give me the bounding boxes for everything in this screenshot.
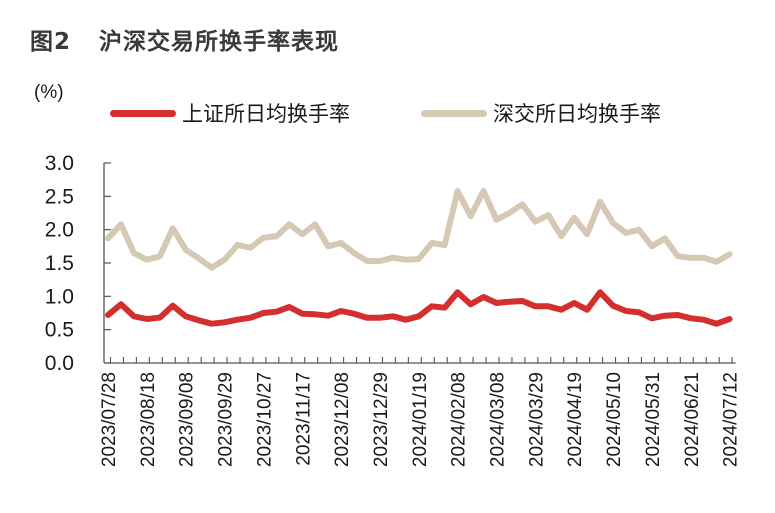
y-tick-label: 0.5	[45, 319, 74, 342]
legend-label-shenzhen: 深交所日均换手率	[493, 102, 661, 126]
plot-area	[105, 188, 733, 327]
x-tick-label: 2023/08/18	[138, 372, 159, 467]
y-tick-label: 2.5	[45, 185, 74, 208]
legend-swatch-shenzhen	[421, 109, 487, 117]
x-tick-label: 2024/05/31	[643, 372, 664, 467]
legend-item-shenzhen: 深交所日均换手率	[421, 98, 661, 128]
x-tick-label: 2024/07/12	[721, 372, 742, 467]
x-tick-label: 2023/12/29	[371, 372, 392, 467]
figure-number: 图2	[30, 29, 72, 55]
y-tick-label: 0.0	[45, 352, 74, 375]
x-tick-label: 2023/09/29	[216, 372, 237, 467]
y-tick-label: 1.5	[45, 252, 74, 275]
x-tick-label: 2024/05/10	[604, 372, 625, 467]
series-line-shenzhen	[105, 188, 733, 271]
y-axis-unit: (%)	[34, 82, 64, 103]
x-tick-label: 2023/09/08	[177, 372, 198, 467]
x-tick-label: 2024/03/08	[488, 372, 509, 467]
x-tick-label: 2024/02/08	[449, 372, 470, 467]
x-tick-label: 2024/03/29	[526, 372, 547, 467]
legend-label-shanghai: 上证所日均换手率	[182, 102, 350, 126]
legend-swatch-shanghai	[110, 109, 176, 117]
x-tick-label: 2023/12/08	[332, 372, 353, 467]
y-axis: 0.0 0.5 1.0 1.5 2.0 2.5 3.0	[45, 152, 111, 375]
x-tick-label: 2024/01/19	[410, 372, 431, 467]
x-tick-label: 2024/06/21	[682, 372, 703, 467]
x-tick-label: 2023/11/17	[293, 372, 314, 466]
x-tick-label: 2023/10/27	[254, 372, 275, 467]
figure-title-text: 沪深交易所换手率表现	[99, 29, 340, 55]
legend-item-shanghai: 上证所日均换手率	[110, 98, 350, 128]
chart-title: 图2 沪深交易所换手率表现	[30, 22, 339, 56]
y-tick-label: 3.0	[45, 152, 74, 175]
y-tick-label: 2.0	[45, 219, 74, 242]
x-axis: 2023/07/28 2023/08/18 2023/09/08 2023/09/29…	[99, 357, 742, 467]
series-line-shanghai	[105, 289, 733, 327]
x-tick-label: 2023/07/28	[99, 372, 120, 467]
x-tick-label: 2024/04/19	[565, 372, 586, 467]
y-tick-label: 1.0	[45, 285, 74, 308]
